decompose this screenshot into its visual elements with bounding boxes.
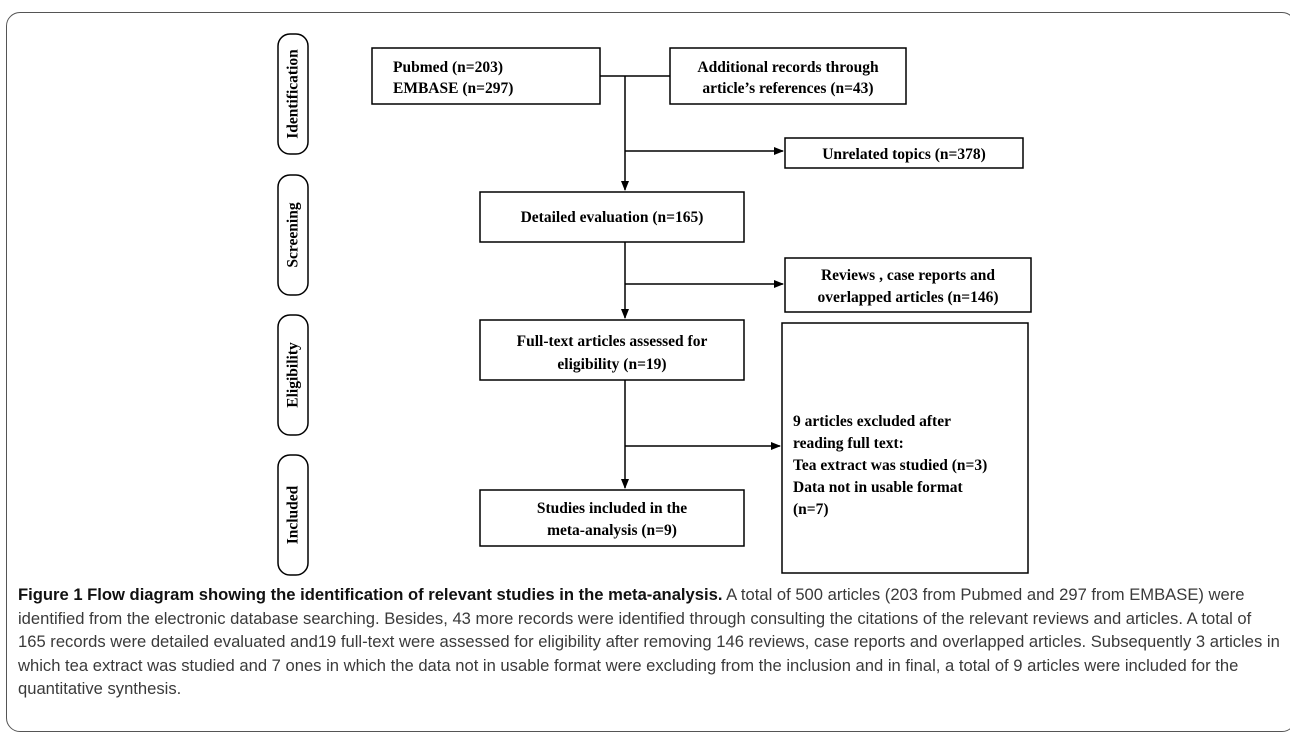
stage-included-label: Included: [285, 485, 302, 544]
stage-screening-label: Screening: [285, 202, 302, 267]
box-additional: Additional records through article’s ref…: [669, 47, 907, 105]
box-excluded-line2: reading full text:: [793, 435, 904, 452]
box-databases-line1: Pubmed (n=203): [393, 59, 503, 76]
stage-identification: Identification: [277, 33, 309, 155]
box-included-line2: meta-analysis (n=9): [547, 522, 677, 539]
box-databases-line2: EMBASE (n=297): [393, 80, 513, 97]
box-excluded: 9 articles excluded after reading full t…: [781, 322, 1029, 574]
box-unrelated: Unrelated topics (n=378): [784, 137, 1024, 169]
box-detailed-line1: Detailed evaluation (n=165): [521, 209, 704, 226]
box-excluded-line1: 9 articles excluded after: [793, 413, 951, 430]
caption-title: Figure 1 Flow diagram showing the identi…: [18, 585, 723, 604]
box-additional-line2: article’s references (n=43): [702, 80, 873, 97]
box-additional-line1: Additional records through: [697, 59, 879, 76]
box-databases: Pubmed (n=203) EMBASE (n=297): [371, 47, 601, 105]
stage-screening: Screening: [277, 174, 309, 296]
box-fulltext-line1: Full-text articles assessed for: [517, 333, 708, 350]
box-fulltext-line2: eligibility (n=19): [557, 356, 666, 373]
caption-body: A total of 500 articles (203 from Pubmed…: [18, 585, 1280, 699]
box-excluded-line5: (n=7): [793, 501, 829, 518]
box-included: Studies included in the meta-analysis (n…: [479, 489, 745, 547]
flow-diagram: Identification Screening Eligibility Inc…: [277, 33, 1032, 576]
box-excluded-line4: Data not in usable format: [793, 479, 963, 496]
box-unrelated-line1: Unrelated topics (n=378): [822, 146, 986, 163]
stage-eligibility-label: Eligibility: [285, 342, 302, 408]
box-reviews-line1: Reviews , case reports and: [821, 267, 995, 284]
box-fulltext: Full-text articles assessed for eligibil…: [479, 319, 745, 381]
box-reviews-line2: overlapped articles (n=146): [817, 289, 998, 306]
box-detailed: Detailed evaluation (n=165): [479, 191, 745, 243]
figure-caption: Figure 1 Flow diagram showing the identi…: [18, 583, 1280, 701]
box-excluded-line3: Tea extract was studied (n=3): [793, 457, 987, 474]
stage-identification-label: Identification: [285, 49, 302, 139]
box-reviews: Reviews , case reports and overlapped ar…: [784, 257, 1032, 313]
box-included-line1: Studies included in the: [537, 500, 687, 517]
stage-included: Included: [277, 454, 309, 576]
stage-eligibility: Eligibility: [277, 314, 309, 436]
